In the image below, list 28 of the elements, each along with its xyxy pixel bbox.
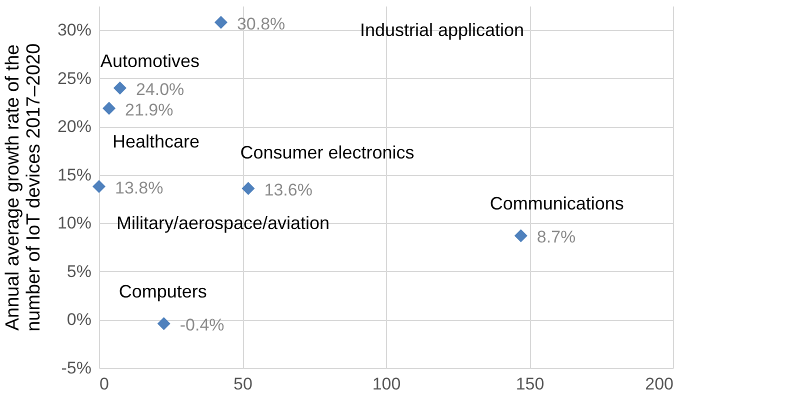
y-tick-label: 30% <box>57 20 92 40</box>
data-label: 21.9% <box>125 100 174 120</box>
x-tick-label: 50 <box>234 374 252 394</box>
annotation: Healthcare <box>112 132 200 152</box>
annotation: Communications <box>490 194 624 214</box>
y-tick-label: 10% <box>57 214 92 233</box>
data-label: 24.0% <box>136 80 184 100</box>
annotation: Military/aerospace/aviation <box>116 213 330 233</box>
y-tick-label: 0% <box>66 310 92 330</box>
data-label: 13.8% <box>115 178 164 198</box>
data-label: -0.4% <box>180 316 224 335</box>
x-tick-label: 200 <box>645 374 674 394</box>
annotation: Computers <box>118 282 207 302</box>
annotation: Automotives <box>100 51 200 72</box>
y-axis-title: Annual average growth rate of the number of IoT devices 2017–2020 <box>2 43 44 332</box>
y-tick-label: 20% <box>57 117 92 136</box>
y-tick-label: 25% <box>57 68 92 88</box>
data-label: 13.6% <box>264 180 312 200</box>
x-tick-label: 100 <box>372 374 401 394</box>
data-label: 8.7% <box>536 228 576 247</box>
x-tick-label: 150 <box>516 374 544 394</box>
annotation: Consumer electronics <box>240 142 414 162</box>
annotation: Industrial application <box>360 20 524 40</box>
y-tick-label: -5% <box>61 358 92 378</box>
data-label: 30.8% <box>236 14 286 34</box>
y-tick-label: 5% <box>66 262 92 281</box>
y-tick-label: 15% <box>57 165 92 184</box>
x-tick-label: 0 <box>100 374 109 394</box>
